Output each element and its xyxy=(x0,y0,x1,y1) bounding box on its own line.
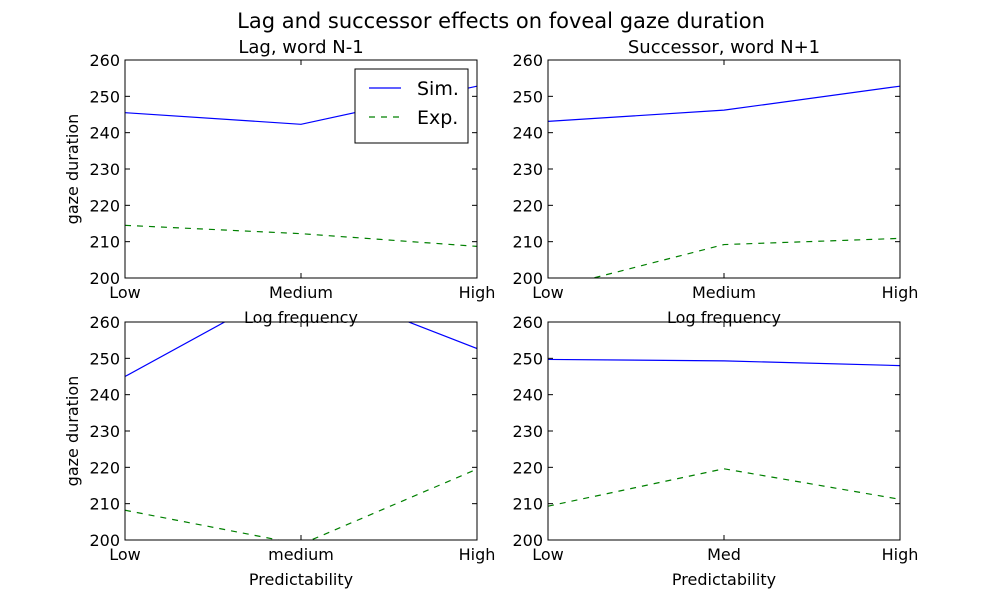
y-tick-label: 200 xyxy=(89,531,120,550)
y-tick-label: 250 xyxy=(89,349,120,368)
y-tick-label: 260 xyxy=(512,51,543,70)
subplot-1: 200 210 220 230 240 250 260 Low Medium High Lag, w… xyxy=(63,37,495,327)
y-tick-label: 240 xyxy=(89,386,120,405)
y-tick-label: 230 xyxy=(89,160,120,179)
x-tick-label: Medium xyxy=(269,283,333,302)
y-tick-label: 210 xyxy=(512,233,543,252)
y-tick-label: 250 xyxy=(89,87,120,106)
y-tick-label: 240 xyxy=(89,124,120,143)
x-axis-label: Predictability xyxy=(249,570,353,589)
y-tick-label: 220 xyxy=(89,196,120,215)
x-tick-label: medium xyxy=(268,545,334,564)
subplot-2: 200 210 220 230 240 250 260 Low Medium High Succes… xyxy=(512,37,918,327)
x-tick-label: Low xyxy=(109,545,141,564)
y-tick-label: 260 xyxy=(89,51,120,70)
legend-label: Exp. xyxy=(417,107,458,129)
y-tick-label: 230 xyxy=(89,422,120,441)
y-tick-label: 200 xyxy=(512,531,543,550)
y-tick-label: 240 xyxy=(512,386,543,405)
x-tick-label: Med xyxy=(707,545,741,564)
y-axis-label: gaze duration xyxy=(63,376,82,487)
series-line-exp xyxy=(591,237,900,278)
subplot-title: Lag, word N-1 xyxy=(238,37,363,58)
y-tick-label: 250 xyxy=(512,87,543,106)
series-line-sim xyxy=(125,322,477,378)
figure-title: Lag and successor effects on foveal gaze… xyxy=(237,9,765,33)
y-tick-label: 240 xyxy=(512,124,543,143)
x-tick-label: High xyxy=(882,283,919,302)
series-line-sim xyxy=(548,85,900,122)
y-tick-label: 250 xyxy=(512,349,543,368)
subplot-4: 200 210 220 230 240 250 260 Low Med High Predictab… xyxy=(512,313,918,589)
series-line-exp xyxy=(125,224,477,247)
x-tick-label: High xyxy=(459,545,496,564)
subplot-3: 200 210 220 230 240 250 260 Low medium High Predic… xyxy=(63,313,496,589)
y-tick-label: 230 xyxy=(512,422,543,441)
legend-box xyxy=(354,68,469,144)
y-tick-label: 220 xyxy=(89,458,120,477)
x-axis-label: Predictability xyxy=(672,570,776,589)
x-tick-label: Low xyxy=(109,283,141,302)
y-tick-label: 220 xyxy=(512,458,543,477)
x-tick-label: Low xyxy=(532,283,564,302)
y-tick-label: 210 xyxy=(89,495,120,514)
series-line-sim xyxy=(548,358,900,367)
x-tick-label: Medium xyxy=(692,283,756,302)
y-tick-label: 210 xyxy=(89,233,120,252)
legend: Sim. Exp. xyxy=(354,68,469,144)
y-tick-label: 260 xyxy=(512,313,543,332)
x-tick-label: High xyxy=(459,283,496,302)
y-tick-label: 230 xyxy=(512,160,543,179)
y-tick-label: 220 xyxy=(512,196,543,215)
y-axis-label: gaze duration xyxy=(63,114,82,225)
y-tick-label: 200 xyxy=(512,269,543,288)
y-tick-label: 200 xyxy=(89,269,120,288)
y-tick-label: 260 xyxy=(89,313,120,332)
x-tick-label: Low xyxy=(532,545,564,564)
y-tick-label: 210 xyxy=(512,495,543,514)
subplot-title: Successor, word N+1 xyxy=(628,37,820,58)
x-tick-label: High xyxy=(882,545,919,564)
legend-label: Sim. xyxy=(417,78,459,100)
